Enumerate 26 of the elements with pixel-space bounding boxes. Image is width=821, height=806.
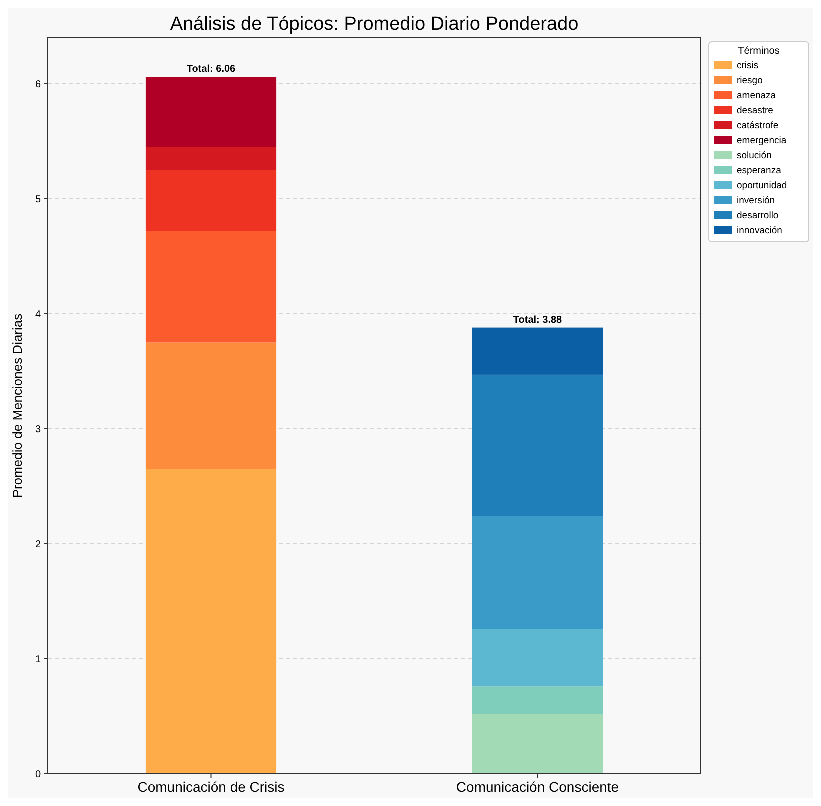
y-tick-label: 6 xyxy=(35,80,42,90)
legend-label: esperanza xyxy=(737,165,782,176)
y-tick-label: 4 xyxy=(35,310,42,320)
y-tick-label: 2 xyxy=(35,540,42,550)
legend-label: solución xyxy=(737,150,772,162)
legend-label: inversión xyxy=(737,195,776,206)
y-axis-title: Promedio de Menciones Diarias xyxy=(10,313,25,498)
legend-label: innovación xyxy=(737,225,782,236)
chart-title: Análisis de Tópicos: Promedio Diario Ponderado xyxy=(170,14,579,35)
legend-label: riesgo xyxy=(737,75,763,86)
legend-label: emergencia xyxy=(737,135,788,146)
y-tick-label: 0 xyxy=(35,770,42,780)
total-label: Total: 3.88 xyxy=(513,314,563,326)
y-tick-label: 1 xyxy=(35,654,42,666)
x-tick-label: Comunicación de Crisis xyxy=(138,779,285,795)
legend-label: catástrofe xyxy=(737,120,779,132)
legend-label: desarrollo xyxy=(737,210,779,222)
y-tick-label: 3 xyxy=(35,424,42,436)
legend-label: oportunidad xyxy=(737,180,788,192)
legend-label: desastre xyxy=(737,105,774,116)
legend-title: Términos xyxy=(738,46,780,57)
total-label: Total: 6.06 xyxy=(186,64,236,76)
y-tick-label: 5 xyxy=(35,194,42,206)
x-tick-label: Comunicación Consciente xyxy=(456,779,620,795)
legend-label: amenaza xyxy=(737,90,777,102)
legend-label: crisis xyxy=(737,60,759,72)
